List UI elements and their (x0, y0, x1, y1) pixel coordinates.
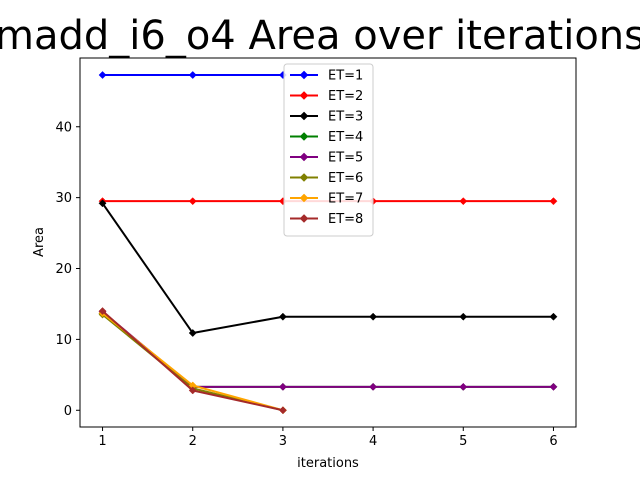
y-tick-label: 10 (55, 333, 72, 348)
data-point (98, 199, 107, 208)
legend-entry: ET=2 (290, 89, 363, 104)
legend-marker (299, 214, 309, 223)
legend: ET=1 ET=2 ET=3 ET=4 ET=5 ET=6 ET=7 ET=8 (283, 63, 374, 237)
legend-label: ET=7 (328, 192, 363, 207)
legend-label: ET=8 (328, 212, 363, 227)
data-point (188, 386, 197, 395)
data-point (188, 329, 197, 337)
data-point (369, 382, 378, 391)
x-tick-label: 2 (189, 434, 197, 449)
y-tick-label: 30 (55, 191, 72, 206)
x-tick-label: 6 (549, 434, 557, 449)
data-point (188, 197, 197, 206)
series-et-5 (98, 307, 558, 391)
legend-entry: ET=4 (290, 130, 363, 145)
legend-marker (299, 70, 309, 80)
data-point (188, 71, 197, 79)
legend-label: ET=2 (328, 89, 363, 104)
legend-label: ET=5 (328, 151, 363, 166)
data-point (278, 312, 287, 321)
series-line (101, 202, 554, 335)
series-et-4 (98, 309, 558, 391)
legend-entry: ET=3 (290, 110, 363, 125)
legend-entry: ET=7 (290, 192, 363, 207)
series-line (101, 310, 284, 412)
x-tick-label: 3 (279, 434, 287, 449)
x-axis-label: iterations (297, 456, 359, 471)
y-tick-label: 0 (64, 404, 72, 419)
data-point (98, 307, 107, 315)
legend-entry: ET=6 (290, 171, 363, 186)
x-tick-label: 4 (369, 434, 377, 449)
series-line (101, 312, 284, 412)
y-tick-label: 20 (55, 262, 72, 277)
series-et-1 (98, 71, 287, 79)
series-et-6 (98, 310, 287, 415)
data-point (98, 71, 107, 79)
data-point (459, 197, 468, 206)
series-et-8 (98, 307, 287, 415)
series-line (101, 310, 554, 388)
y-tick-label: 40 (55, 120, 72, 135)
data-point (278, 406, 287, 415)
series-line (101, 313, 284, 412)
legend-entry: ET=8 (290, 212, 363, 227)
data-point (549, 312, 558, 321)
legend-label: ET=4 (328, 130, 363, 145)
legend-entry: ET=1 (290, 69, 363, 84)
data-point (278, 382, 287, 391)
legend-marker (299, 193, 309, 203)
x-tick-label: 5 (459, 434, 467, 449)
series-et-3 (98, 199, 558, 337)
legend-marker (299, 111, 309, 121)
data-point (459, 312, 468, 321)
legend-box (283, 63, 374, 237)
y-axis-label: Area (32, 227, 47, 257)
data-point (459, 382, 468, 391)
legend-marker (299, 132, 309, 141)
data-point (369, 312, 378, 321)
data-point (549, 197, 558, 206)
x-tick-label: 1 (98, 434, 106, 449)
chart-title: madd_i6_o4 Area over iterations (0, 13, 640, 59)
legend-label: ET=3 (328, 110, 363, 125)
series-et-7 (98, 309, 287, 415)
axes-frame (79, 57, 577, 428)
legend-marker (299, 91, 309, 100)
data-point (549, 382, 558, 391)
legend-marker (299, 152, 309, 162)
legend-label: ET=6 (328, 171, 363, 186)
series-line (101, 313, 554, 388)
legend-label: ET=1 (328, 69, 363, 84)
legend-entry: ET=5 (290, 151, 363, 166)
plot-area: 1 2 3 4 5 6 0 10 20 30 40 (55, 57, 577, 449)
legend-marker (299, 173, 309, 182)
